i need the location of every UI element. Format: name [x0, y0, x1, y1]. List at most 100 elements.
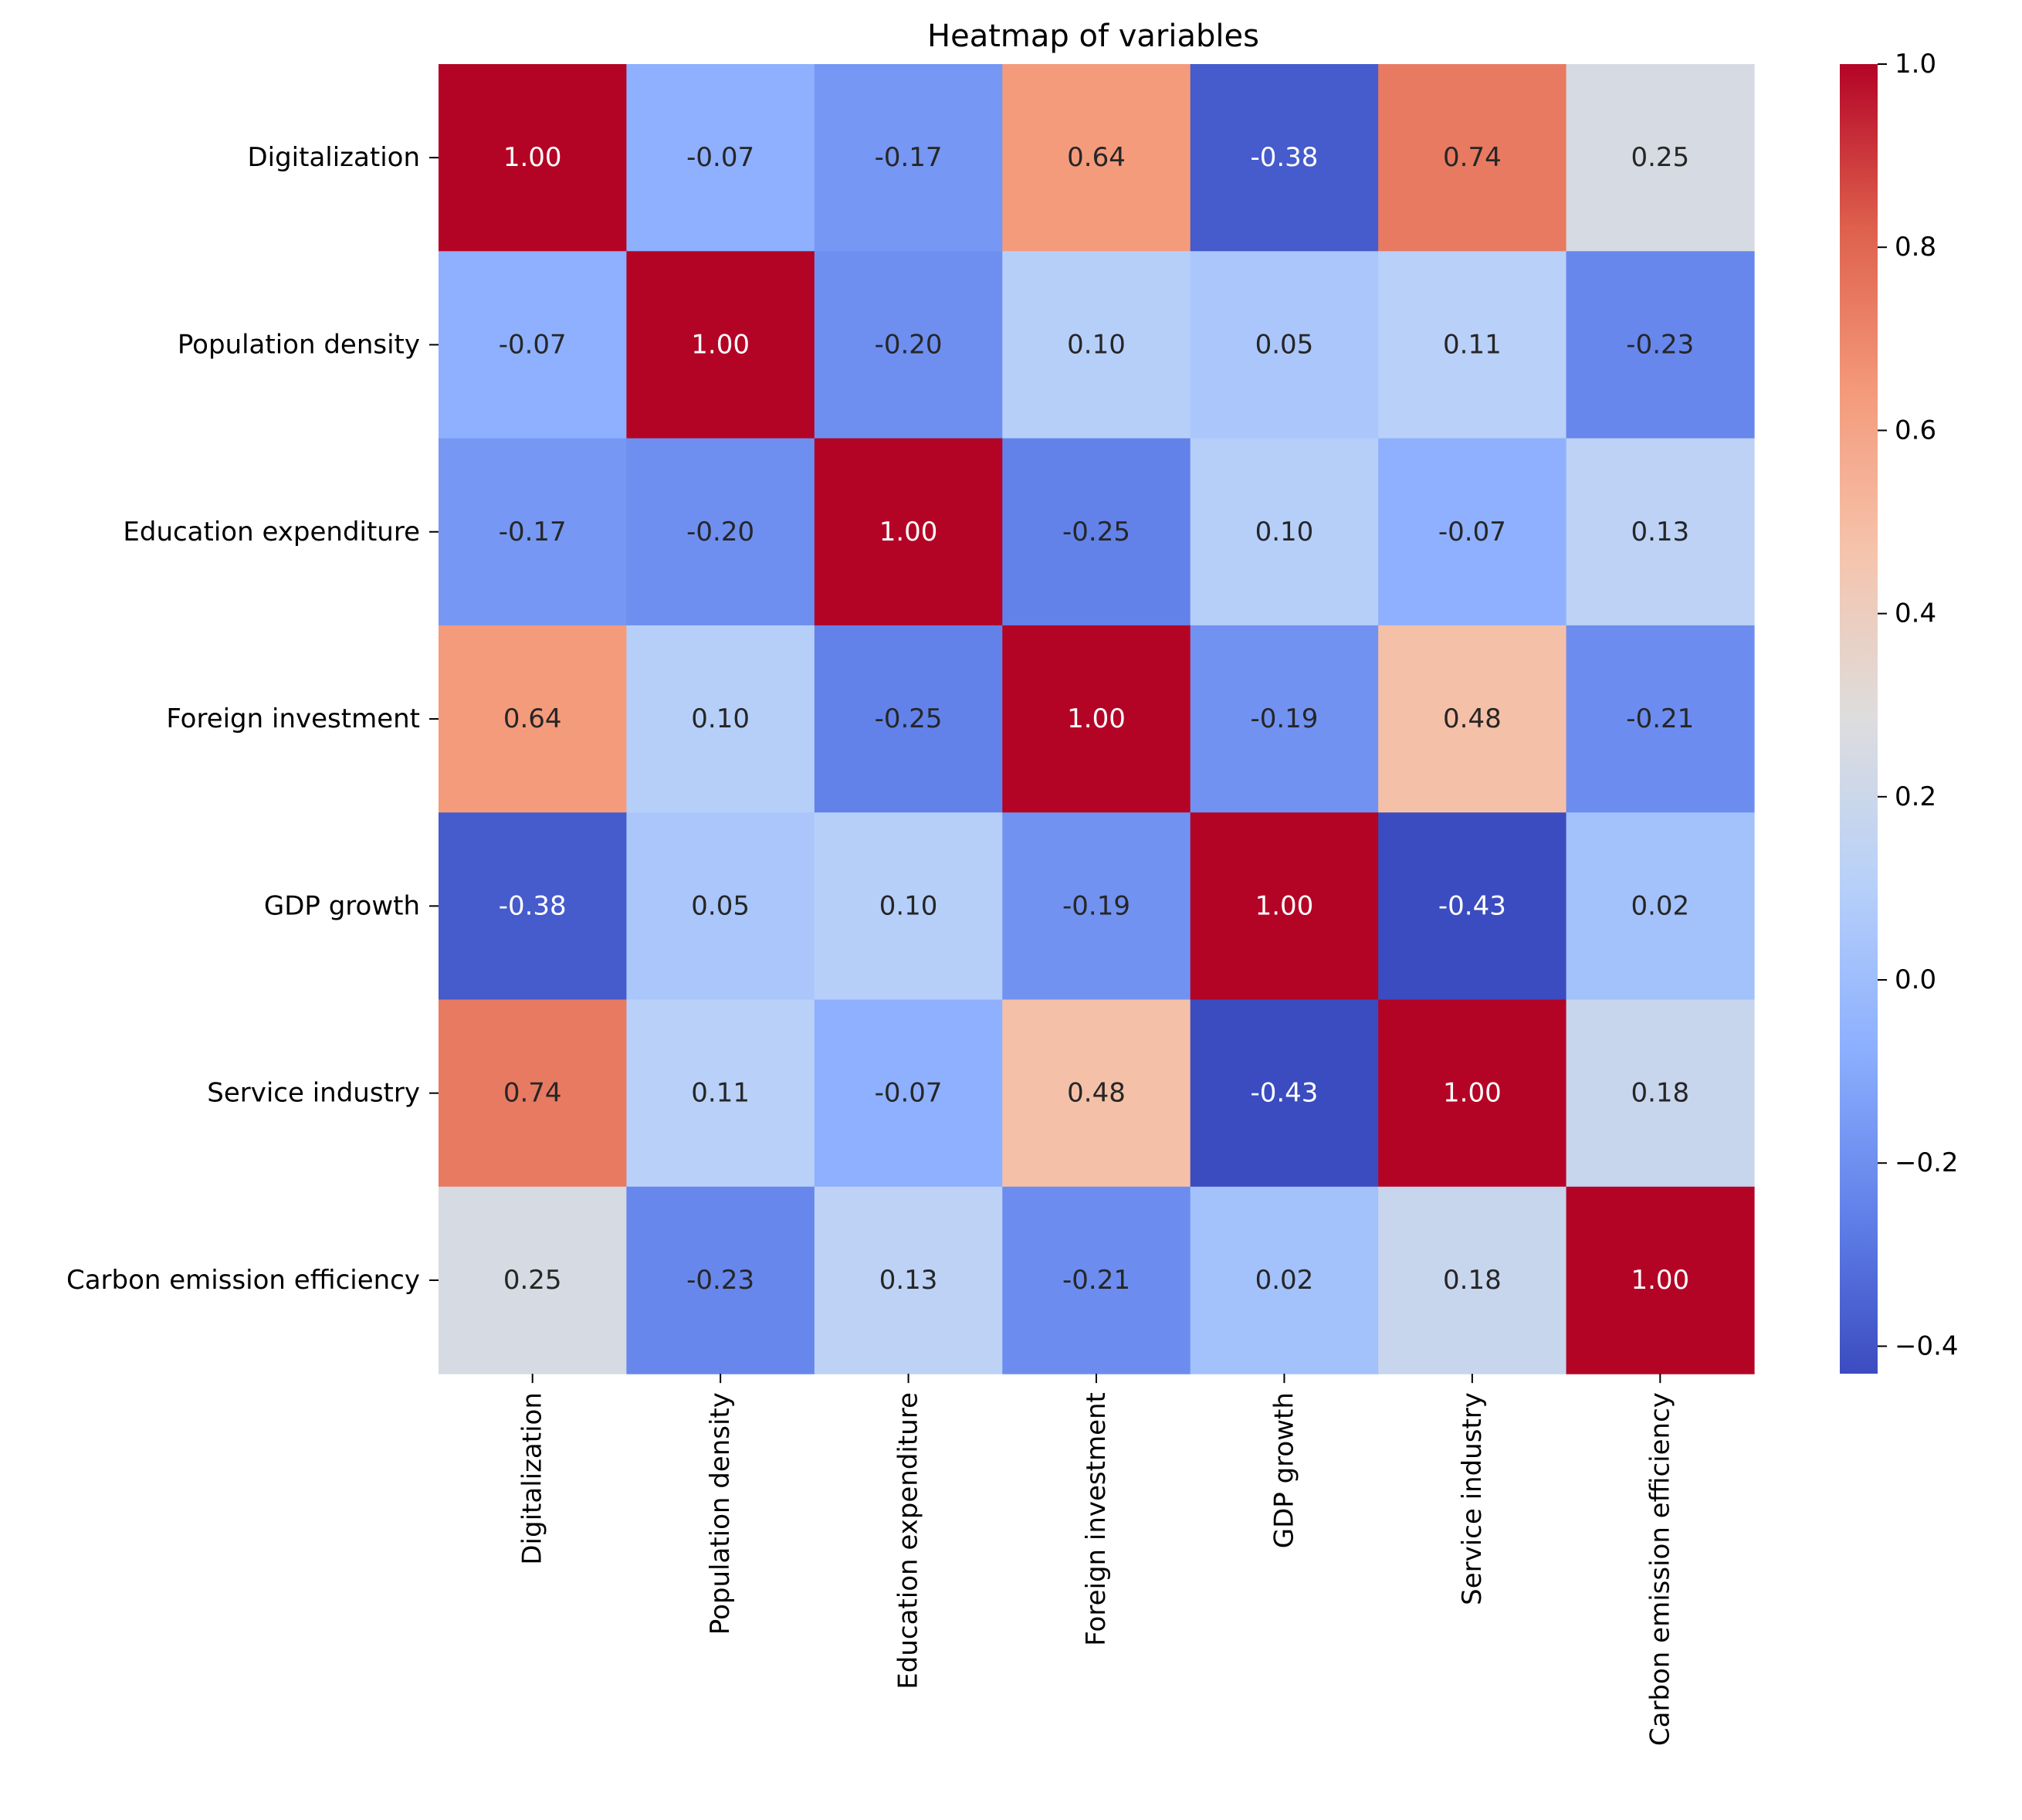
heatmap-cell-r1-c1 — [626, 251, 815, 439]
cell-value-label-r4-c3: -0.19 — [1062, 890, 1130, 921]
heatmap-cell-r5-c0 — [439, 999, 628, 1188]
cell-value-label-r4-c4: 1.00 — [1255, 890, 1314, 921]
colorbar-tick-label-1: −0.2 — [1895, 1147, 1959, 1178]
cell-value-label-r1-c4: 0.05 — [1255, 329, 1314, 360]
y-tick-label-population-density: Population density — [178, 329, 420, 360]
cell-value-label-r3-c2: -0.25 — [875, 703, 943, 734]
colorbar-tick-label-5: 0.6 — [1895, 415, 1936, 446]
heatmap-cells — [439, 64, 1755, 1374]
heatmap-cell-r6-c6 — [1566, 1186, 1755, 1374]
cell-value-label-r1-c2: -0.20 — [875, 329, 943, 360]
heatmap-cell-r3-c5 — [1378, 625, 1567, 813]
cell-value-label-r1-c6: -0.23 — [1626, 329, 1694, 360]
heatmap-cell-r2-c3 — [1002, 438, 1191, 626]
cell-value-label-r0-c5: 0.74 — [1443, 142, 1502, 173]
cell-value-label-r6-c2: 0.13 — [879, 1265, 938, 1296]
x-axis: Digitalization Population density Educatio… — [517, 1374, 1675, 1746]
colorbar-tick-label-0: −0.4 — [1895, 1330, 1959, 1361]
heatmap-cell-r5-c1 — [626, 999, 815, 1188]
colorbar-tick-label-6: 0.8 — [1895, 232, 1936, 263]
y-tick-label-foreign-investment: Foreign investment — [166, 703, 420, 734]
cell-value-label-r2-c4: 0.10 — [1255, 517, 1314, 547]
heatmap-cell-r4-c0 — [439, 812, 628, 1001]
heatmap-cell-r3-c0 — [439, 625, 628, 813]
cell-value-label-r0-c1: -0.07 — [686, 142, 754, 173]
cell-value-label-r0-c0: 1.00 — [503, 142, 562, 173]
heatmap-cell-r2-c4 — [1190, 438, 1379, 626]
heatmap-cell-r0-c3 — [1002, 64, 1191, 252]
x-tick-label-population-density: Population density — [705, 1392, 736, 1635]
heatmap-cell-r0-c4 — [1190, 64, 1379, 252]
heatmap-cell-r4-c3 — [1002, 812, 1191, 1001]
cell-value-label-r4-c2: 0.10 — [879, 890, 938, 921]
heatmap-cell-r5-c5 — [1378, 999, 1567, 1188]
cell-value-label-r2-c1: -0.20 — [686, 517, 754, 547]
colorbar-tick-label-7: 1.0 — [1895, 49, 1936, 80]
colorbar-tick-label-3: 0.2 — [1895, 781, 1936, 812]
heatmap-cell-r1-c0 — [439, 251, 628, 439]
heatmap-cell-r2-c6 — [1566, 438, 1755, 626]
x-tick-label-service-industry: Service industry — [1457, 1392, 1488, 1605]
cell-value-label-r6-c3: -0.21 — [1062, 1265, 1130, 1296]
cell-value-label-r5-c2: -0.07 — [875, 1078, 943, 1109]
cell-value-label-r1-c0: -0.07 — [499, 329, 567, 360]
colorbar-tick-label-2: 0.0 — [1895, 964, 1936, 995]
cell-value-label-r3-c4: -0.19 — [1250, 703, 1318, 734]
heatmap-cell-r6-c2 — [814, 1186, 1003, 1374]
heatmap-cell-r6-c0 — [439, 1186, 628, 1374]
heatmap-cell-r2-c0 — [439, 438, 628, 626]
heatmap-cell-r4-c1 — [626, 812, 815, 1001]
cell-value-label-r0-c2: -0.17 — [875, 142, 943, 173]
heatmap-cell-r3-c1 — [626, 625, 815, 813]
cell-value-label-r3-c3: 1.00 — [1067, 703, 1126, 734]
heatmap-cell-r2-c5 — [1378, 438, 1567, 626]
heatmap-cell-r4-c4 — [1190, 812, 1379, 1001]
cell-value-label-r0-c4: -0.38 — [1250, 142, 1318, 173]
heatmap-cell-r6-c5 — [1378, 1186, 1567, 1374]
cell-value-label-r4-c1: 0.05 — [691, 890, 750, 921]
x-tick-label-carbon-emission-efficiency: Carbon emission efficiency — [1644, 1392, 1675, 1746]
cell-value-label-r5-c1: 0.11 — [691, 1078, 750, 1109]
heatmap-cell-r5-c6 — [1566, 999, 1755, 1188]
cell-value-label-r3-c6: -0.21 — [1626, 703, 1694, 734]
cell-value-label-r1-c5: 0.11 — [1443, 329, 1502, 360]
heatmap-cell-r5-c2 — [814, 999, 1003, 1188]
heatmap-cell-r1-c5 — [1378, 251, 1567, 439]
cell-value-label-r2-c5: -0.07 — [1438, 517, 1506, 547]
y-tick-label-carbon-emission-efficiency: Carbon emission efficiency — [66, 1265, 420, 1296]
cell-value-label-r4-c5: -0.43 — [1438, 890, 1506, 921]
cell-value-label-r3-c5: 0.48 — [1443, 703, 1502, 734]
cell-value-label-r2-c2: 1.00 — [879, 517, 938, 547]
colorbar-gradient — [1840, 64, 1878, 1374]
y-axis: Digitalization Population density Educatio… — [66, 142, 439, 1296]
heatmap-cell-r4-c6 — [1566, 812, 1755, 1001]
cell-value-label-r5-c4: -0.43 — [1250, 1078, 1318, 1109]
heatmap-cell-r6-c3 — [1002, 1186, 1191, 1374]
cell-value-label-r0-c6: 0.25 — [1631, 142, 1689, 173]
y-tick-label-education-expenditure: Education expenditure — [123, 517, 420, 547]
x-tick-label-education-expenditure: Education expenditure — [893, 1392, 924, 1690]
cell-value-label-r6-c4: 0.02 — [1255, 1265, 1314, 1296]
y-tick-label-service-industry: Service industry — [207, 1078, 420, 1109]
x-tick-label-foreign-investment: Foreign investment — [1081, 1392, 1112, 1646]
heatmap-cell-r0-c5 — [1378, 64, 1567, 252]
cell-value-label-r6-c6: 1.00 — [1631, 1265, 1689, 1296]
x-tick-label-gdp-growth: GDP growth — [1268, 1392, 1299, 1548]
cell-value-label-r1-c1: 1.00 — [691, 329, 750, 360]
cell-value-label-r5-c5: 1.00 — [1443, 1078, 1502, 1109]
heatmap-cell-r5-c4 — [1190, 999, 1379, 1188]
cell-value-label-r4-c6: 0.02 — [1631, 890, 1689, 921]
cell-value-label-r1-c3: 0.10 — [1067, 329, 1126, 360]
heatmap-cell-r0-c0 — [439, 64, 628, 252]
y-tick-label-gdp-growth: GDP growth — [264, 890, 420, 921]
colorbar: −0.4 −0.2 0.0 0.2 0.4 0.6 0.8 1.0 — [1840, 49, 1959, 1374]
cell-value-label-r5-c6: 0.18 — [1631, 1078, 1689, 1109]
heatmap-cell-r5-c3 — [1002, 999, 1191, 1188]
heatmap-cell-r2-c2 — [814, 438, 1003, 626]
heatmap-cell-r3-c4 — [1190, 625, 1379, 813]
cell-value-label-r5-c0: 0.74 — [503, 1078, 562, 1109]
y-tick-label-digitalization: Digitalization — [247, 142, 420, 173]
heatmap-cell-r0-c2 — [814, 64, 1003, 252]
heatmap-cell-r0-c1 — [626, 64, 815, 252]
